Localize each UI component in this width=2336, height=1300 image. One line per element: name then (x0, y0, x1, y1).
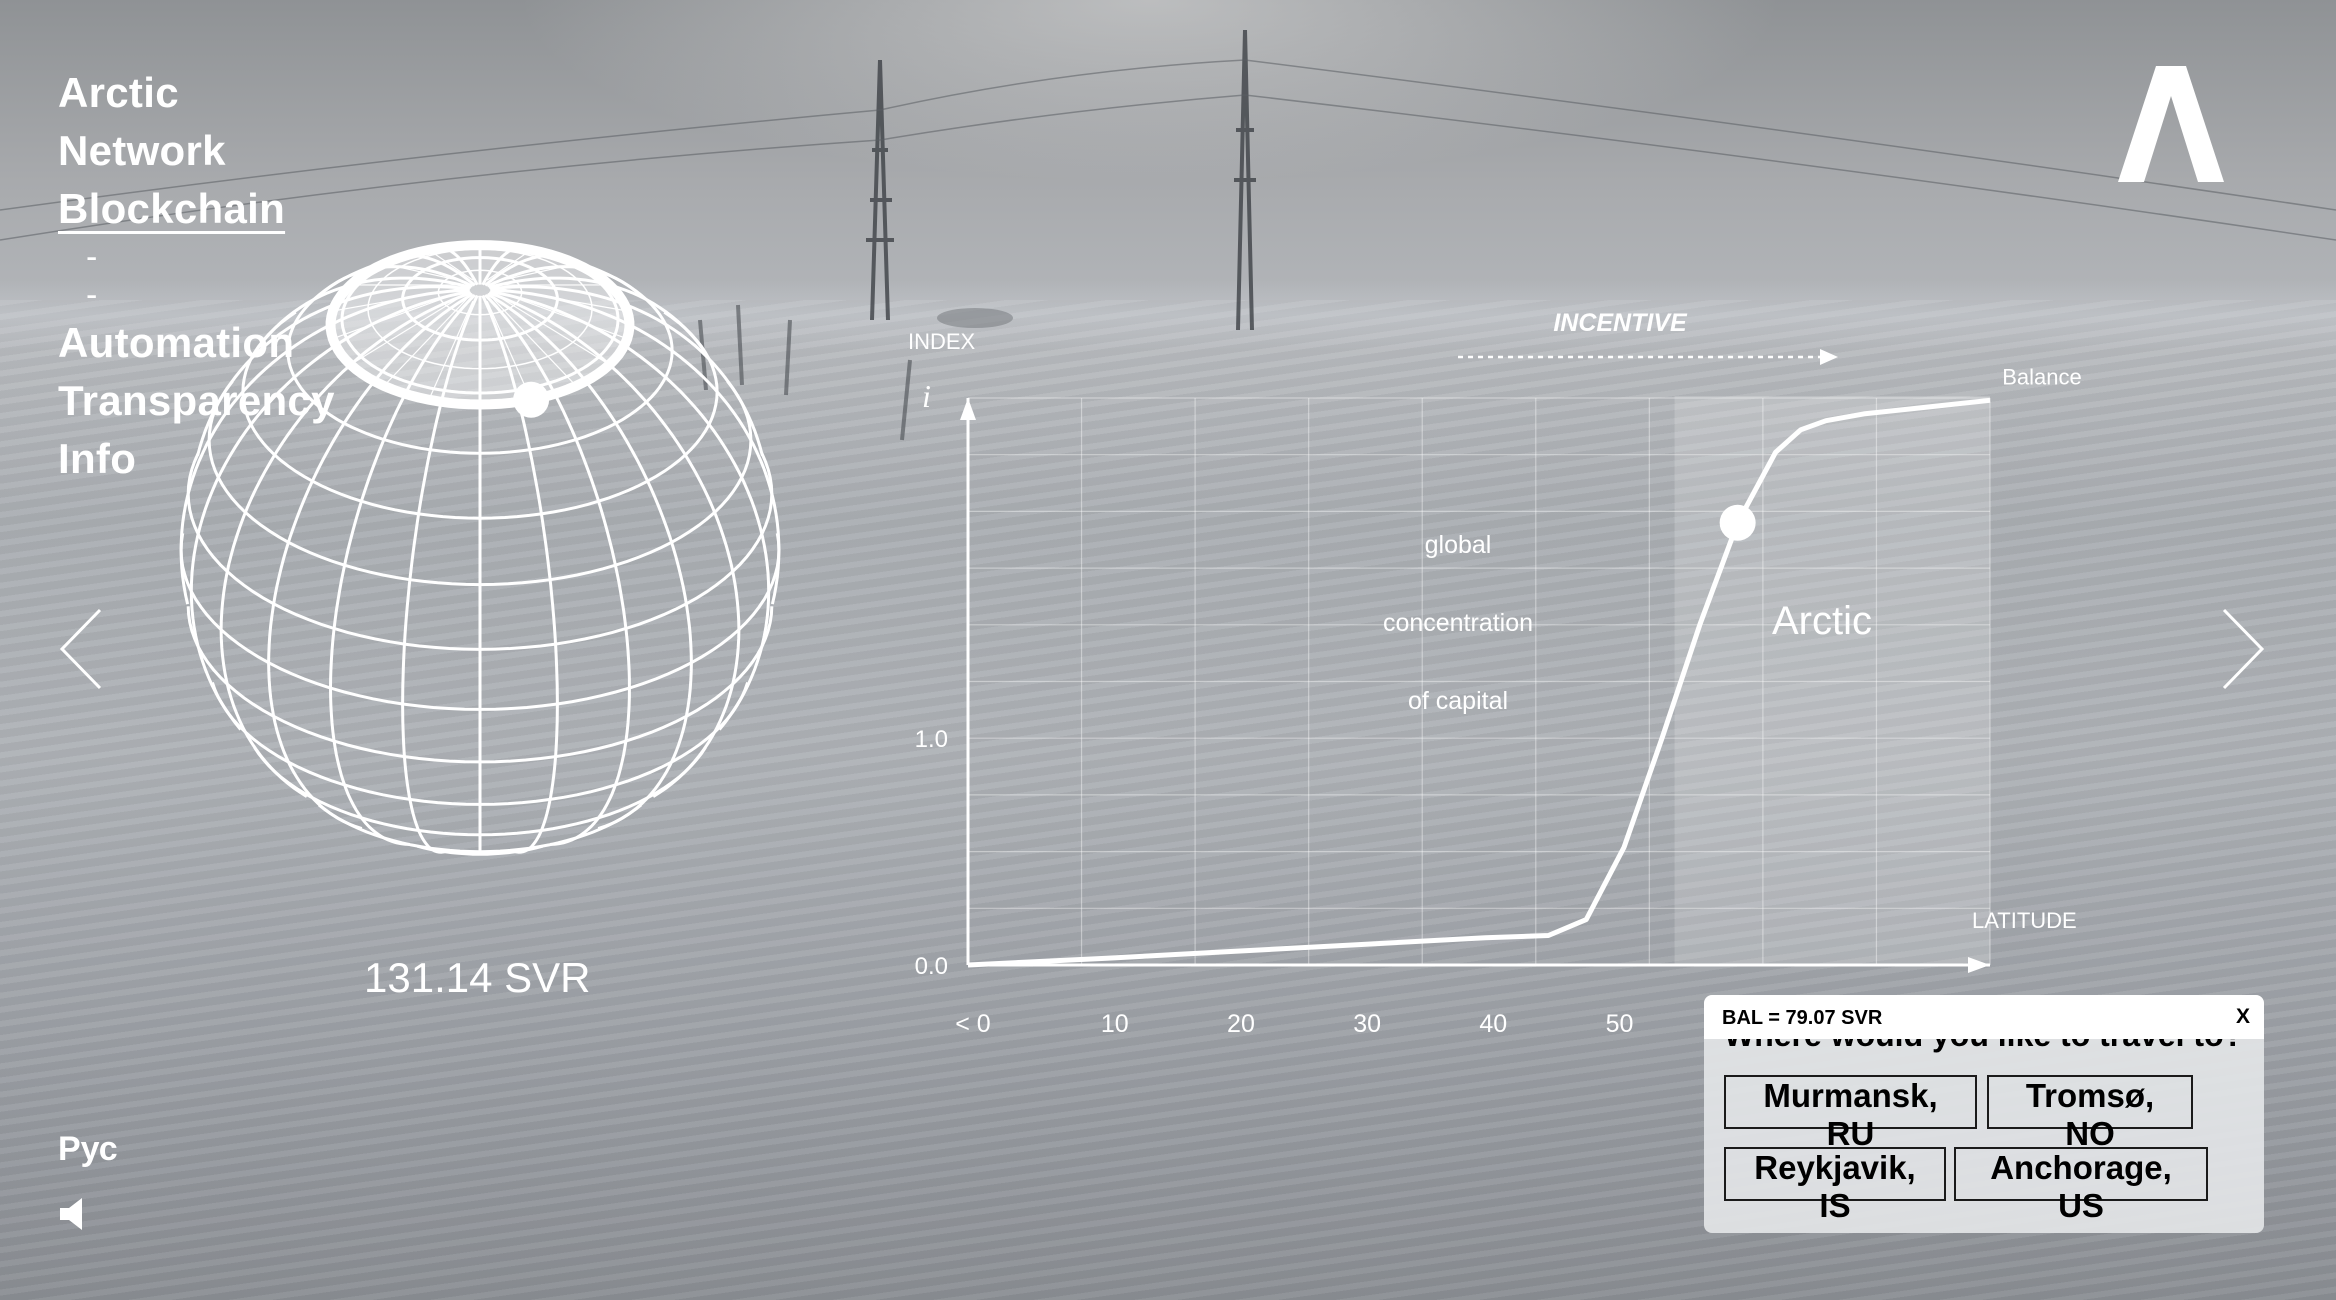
main-nav: Arctic Network Blockchain - - Automation… (58, 64, 335, 488)
globe-cap-spoke (497, 295, 610, 366)
globe-cap-spoke (493, 263, 577, 283)
y-axis-label: INDEX (908, 329, 976, 354)
capital-annotation-line: global (1425, 531, 1492, 559)
globe-cap-spoke (332, 291, 460, 340)
x-tick-label: 10 (1101, 1010, 1129, 1038)
chevron-left-icon[interactable] (56, 606, 106, 692)
globe-meridian (196, 285, 471, 456)
globe-meridian (267, 292, 474, 831)
x-axis-label: LATITUDE (1972, 908, 2077, 933)
travel-dialog: Where would you like to travel to? BAL =… (1704, 995, 2264, 1233)
wireframe-globe (179, 240, 781, 856)
nav-item-info[interactable]: Info (58, 435, 137, 482)
nav-sub-item-1[interactable]: - (86, 238, 98, 276)
globe-parallel (207, 380, 753, 587)
globe-meridian (484, 293, 631, 846)
travel-question: Where would you like to travel to? (1724, 1039, 2243, 1054)
globe-cap-spoke (428, 300, 474, 400)
lambda-logo-icon[interactable] (2118, 66, 2224, 184)
x-tick-label: 40 (1479, 1010, 1507, 1038)
globe-meridian (486, 292, 693, 831)
x-tick-label: 50 (1606, 1010, 1634, 1038)
incentive-label: INCENTIVE (1553, 309, 1688, 337)
globe-parallel (241, 310, 719, 520)
destination-button-tromso[interactable]: Tromsø, NO (1987, 1075, 2193, 1152)
destination-button-murmansk[interactable]: Murmansk, RU (1724, 1075, 1977, 1152)
globe-meridian (219, 291, 472, 798)
globe-meridian (328, 293, 476, 846)
destination-button-anchorage[interactable]: Anchorage, US (1954, 1147, 2208, 1224)
globe-meridian (488, 291, 741, 798)
globe-cap-spoke (350, 295, 463, 366)
globe-cap-spoke (500, 291, 628, 340)
globe-parallel (179, 533, 781, 711)
dialog-header: BAL = 79.07 SVR X (1704, 995, 2264, 1039)
globe-parallel (186, 452, 774, 651)
nav-sub-item-2[interactable]: - (86, 276, 98, 314)
globe-cap-spoke (383, 263, 467, 283)
y-tick-label: 0.0 (915, 953, 948, 980)
globe-meridian (179, 288, 470, 605)
globe-meridian (490, 288, 781, 605)
current-position-marker (1719, 504, 1756, 541)
globe-cap-spoke (486, 300, 532, 400)
globe-meridian (489, 285, 764, 456)
dialog-balance: BAL = 79.07 SVR (1722, 1007, 1883, 1029)
capital-annotation-line: of capital (1408, 687, 1508, 715)
capital-annotation-line: concentration (1383, 609, 1533, 637)
x-axis-arrowhead (1968, 957, 1990, 973)
incentive-arrowhead (1820, 349, 1838, 365)
language-switch[interactable]: Рус (58, 1130, 118, 1168)
globe-location-marker (513, 381, 550, 418)
index-curve (967, 397, 1991, 968)
globe-meridian (321, 265, 474, 294)
destination-button-reykjavik[interactable]: Reykjavik, IS (1724, 1147, 1946, 1224)
close-button[interactable]: X (2236, 1005, 2251, 1028)
arctic-region-highlight (1674, 396, 1990, 965)
y-axis-arrowhead (960, 398, 976, 420)
nav-item-blockchain[interactable]: Blockchain (58, 185, 286, 232)
globe-meridian (486, 265, 639, 294)
globe-cap-spoke (332, 288, 460, 312)
balance-label: Balance (2002, 364, 2082, 389)
globe-cap-spoke (492, 298, 577, 387)
globe-cap-spoke (500, 288, 628, 312)
y-axis-symbol: i (922, 378, 931, 414)
svr-balance: 131.14 SVR (364, 954, 591, 1001)
globe-meridian (401, 294, 479, 854)
y-tick-label: 1.0 (915, 726, 948, 753)
nav-item-arctic[interactable]: Arctic (58, 69, 179, 116)
speaker-icon[interactable] (60, 1196, 86, 1232)
globe-cap-spoke (428, 249, 474, 281)
x-tick-label: 20 (1227, 1010, 1255, 1038)
arctic-label: Arctic (1772, 599, 1872, 643)
globe-meridian (481, 294, 559, 854)
x-tick-label: < 0 (955, 1010, 990, 1038)
chevron-right-icon[interactable] (2218, 606, 2268, 692)
globe-cap-spoke (486, 249, 532, 281)
x-tick-label: 30 (1353, 1010, 1381, 1038)
nav-item-automation[interactable]: Automation (58, 319, 295, 366)
globe-cap-spoke (383, 298, 468, 387)
nav-item-network[interactable]: Network (58, 127, 226, 174)
